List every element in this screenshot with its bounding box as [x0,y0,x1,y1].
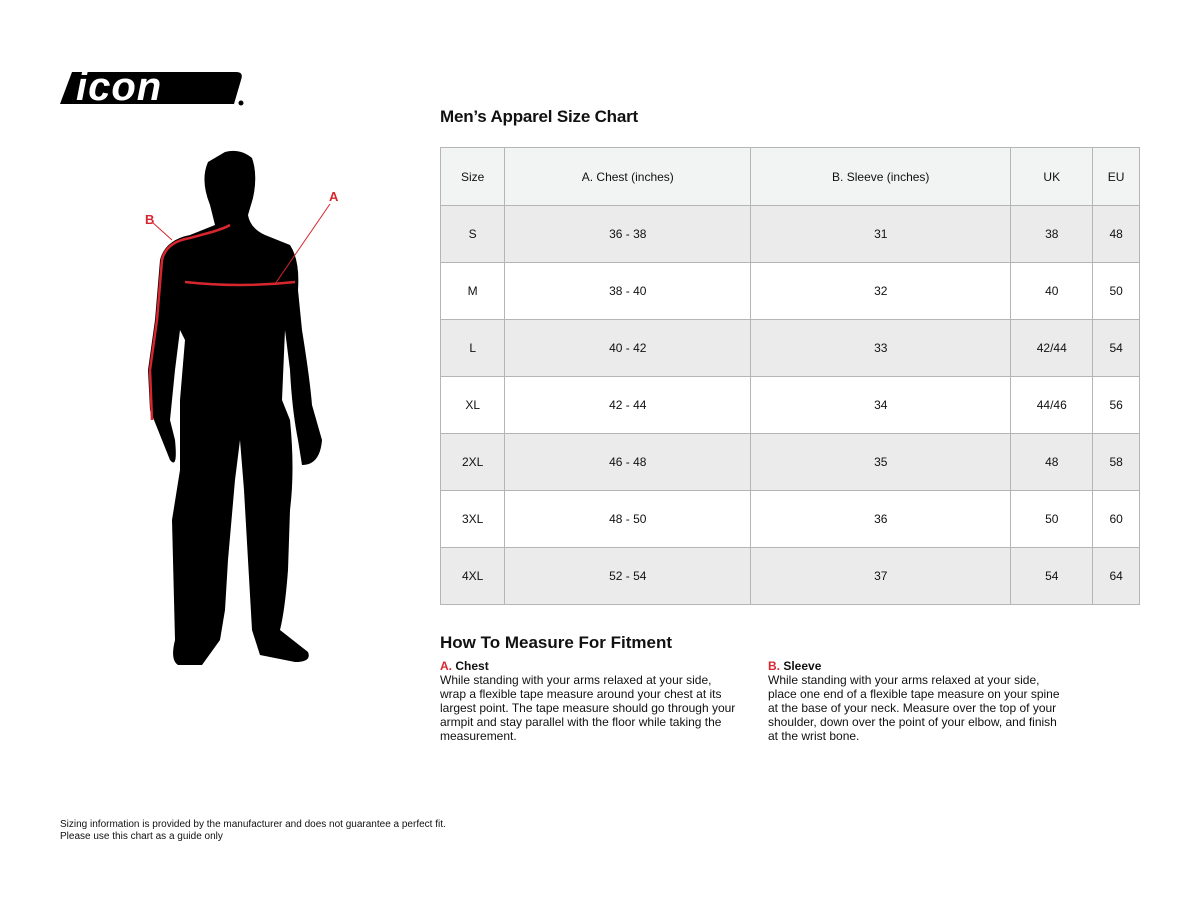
table-cell: 60 [1092,490,1140,548]
column-header: EU [1092,147,1140,206]
table-cell: 44/46 [1010,376,1094,434]
table-cell: 54 [1010,547,1094,605]
size-chart-table: Size A. Chest (inches) B. Sleeve (inches) U… [439,147,1140,605]
table-cell: XL [439,376,506,434]
table-cell: 54 [1092,319,1140,377]
label-b: B [145,212,154,227]
howto-title: How To Measure For Fitment [440,633,673,652]
sleeve-instructions: B. Sleeve While standing with your arms … [768,659,1068,743]
disclaimer-line-1: Sizing information is provided by the ma… [60,819,446,830]
disclaimer-line-2: Please use this chart as a guide only [60,831,223,842]
table-cell: 48 [1092,205,1140,263]
table-cell: 37 [750,547,1012,605]
table-header-row: Size A. Chest (inches) B. Sleeve (inches) U… [439,147,1140,206]
column-header: A. Chest (inches) [504,147,752,206]
chest-letter: A. [440,659,452,673]
svg-text:icon: icon [76,65,162,108]
table-cell: 56 [1092,376,1140,434]
chest-instructions: A. Chest While standing with your arms r… [440,659,740,743]
table-cell: 42 - 44 [504,376,752,434]
table-cell: 34 [750,376,1012,434]
table-cell: 38 - 40 [504,262,752,320]
table-cell: 3XL [439,490,506,548]
table-cell: 42/44 [1010,319,1094,377]
table-cell: 40 [1010,262,1094,320]
table-cell: 46 - 48 [504,433,752,491]
table-cell: 36 [750,490,1012,548]
table-cell: M [439,262,506,320]
sleeve-heading: Sleeve [783,659,822,673]
table-cell: 35 [750,433,1012,491]
table-cell: 40 - 42 [504,319,752,377]
table-cell: S [439,205,506,263]
column-header: UK [1010,147,1094,206]
icon-logo: icon [58,58,244,109]
table-cell: 33 [750,319,1012,377]
table-row: M 38 - 40 32 40 50 [439,262,1140,320]
body-silhouette-figure: A B [130,140,350,680]
column-header: Size [439,147,506,206]
sleeve-letter: B. [768,659,780,673]
table-row: 2XL 46 - 48 35 48 58 [439,433,1140,491]
table-cell: 64 [1092,547,1140,605]
disclaimer: Sizing information is provided by the ma… [60,819,446,843]
table-cell: 48 [1010,433,1094,491]
page-title: Men’s Apparel Size Chart [440,107,638,126]
table-row: L 40 - 42 33 42/44 54 [439,319,1140,377]
table-cell: 58 [1092,433,1140,491]
table-cell: 32 [750,262,1012,320]
table-row: S 36 - 38 31 38 48 [439,205,1140,263]
table-cell: 48 - 50 [504,490,752,548]
table-cell: 31 [750,205,1012,263]
table-row: 3XL 48 - 50 36 50 60 [439,490,1140,548]
chest-heading: Chest [455,659,489,673]
table-row: 4XL 52 - 54 37 54 64 [439,547,1140,605]
table-cell: 52 - 54 [504,547,752,605]
chest-text: While standing with your arms relaxed at… [440,673,736,743]
table-cell: 36 - 38 [504,205,752,263]
table-cell: L [439,319,506,377]
table-cell: 50 [1010,490,1094,548]
table-cell: 4XL [439,547,506,605]
table-row: XL 42 - 44 34 44/46 56 [439,376,1140,434]
table-cell: 2XL [439,433,506,491]
label-a: A [329,189,339,204]
table-cell: 38 [1010,205,1094,263]
sleeve-text: While standing with your arms relaxed at… [768,673,1060,743]
column-header: B. Sleeve (inches) [750,147,1012,206]
table-cell: 50 [1092,262,1140,320]
